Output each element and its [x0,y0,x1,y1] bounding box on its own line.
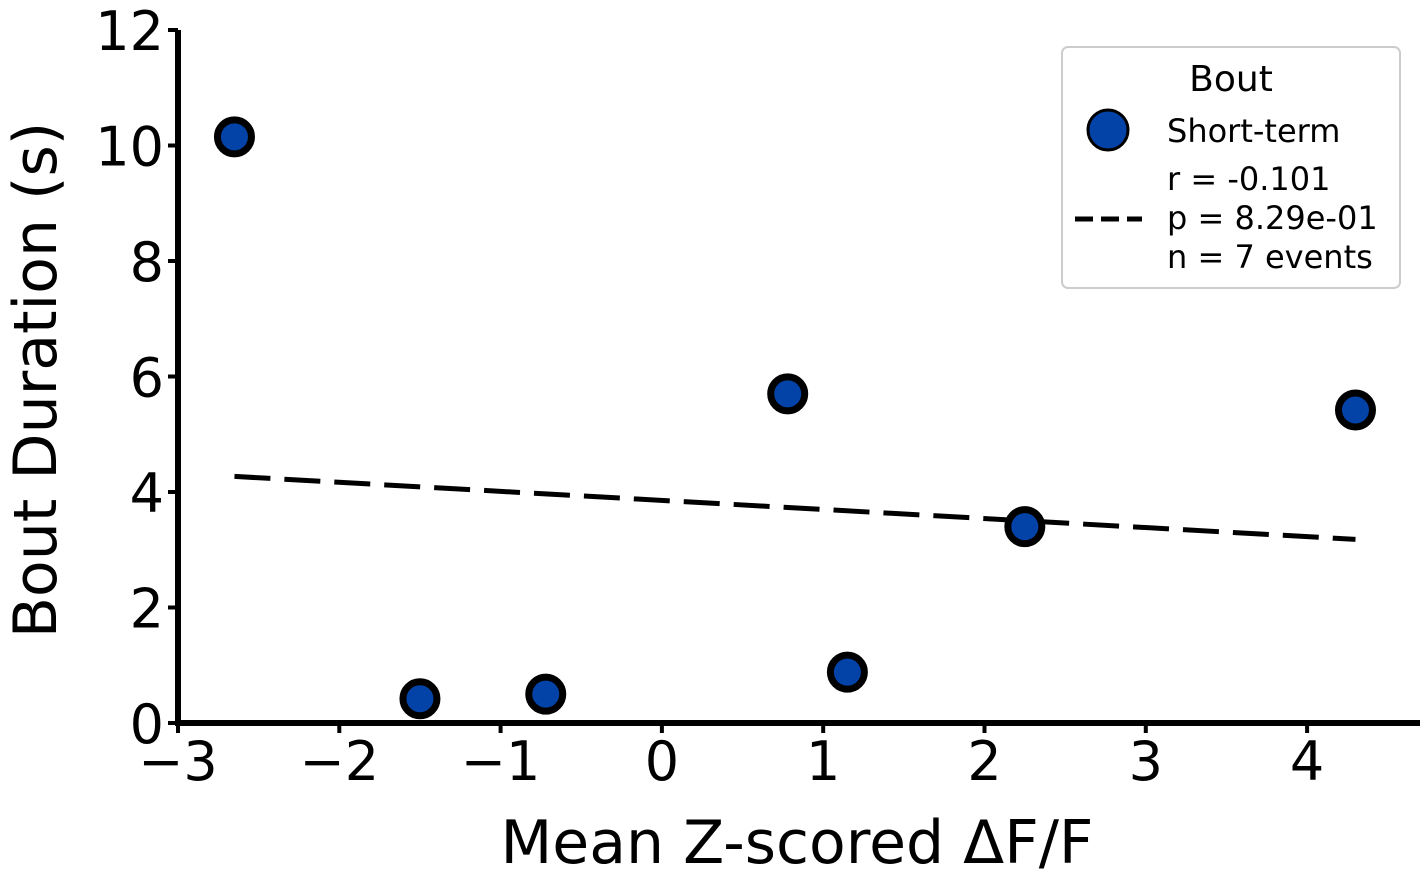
legend-title: Bout [1189,59,1273,100]
data-point [213,116,255,158]
data-point [525,673,567,715]
x-tick-label: 2 [967,730,1001,793]
data-point [1334,389,1376,431]
x-axis-title: Mean Z-scored ΔF/F [501,808,1094,878]
legend-marker-icon [1086,108,1130,152]
legend-stats-line: r = -0.101 [1167,160,1330,198]
regression-line [234,473,1356,542]
data-point [399,678,441,720]
plot-area [213,116,1376,720]
x-tick-label: 1 [806,730,840,793]
x-tick-label: 0 [645,730,679,793]
y-tick-label: 8 [130,231,164,294]
x-tick-label: 3 [1129,730,1163,793]
legend-stats-line: p = 8.29e-01 [1167,199,1378,237]
data-point [767,373,809,415]
y-tick-label: 10 [95,116,164,179]
legend-frame [1061,46,1401,289]
y-tick-label: 12 [95,0,164,63]
data-point [1004,506,1046,548]
x-tick-label: 4 [1290,730,1324,793]
x-tick-label: −2 [299,730,379,793]
y-tick-label: 2 [130,578,164,641]
y-tick-label: 0 [130,693,164,756]
x-tick-label: −1 [461,730,541,793]
legend-stats-line: n = 7 events [1167,238,1373,276]
legend: Bout Short-term r = -0.101 p = 8.29e-01 n … [1061,46,1401,289]
legend-label-short-term: Short-term [1167,112,1340,150]
y-axis-title: Bout Duration (s) [1,122,71,638]
x-tick-label: −3 [138,730,218,793]
legend-label-stats: r = -0.101 p = 8.29e-01 n = 7 events [1167,160,1378,276]
data-point [826,651,868,693]
y-tick-label: 6 [130,347,164,410]
y-tick-label: 4 [130,462,164,525]
